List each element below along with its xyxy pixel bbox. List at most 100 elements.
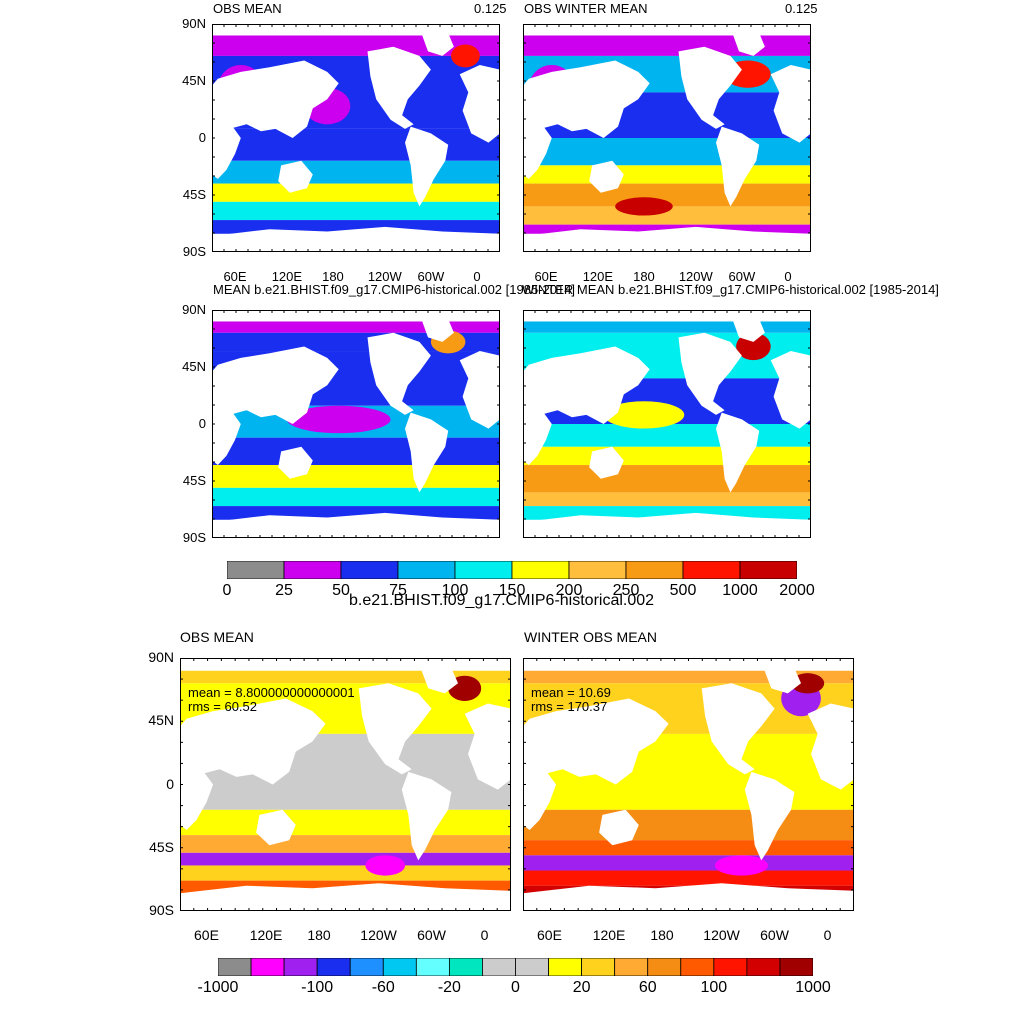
y-tick-label: 45S <box>182 187 206 202</box>
land-africa <box>523 759 557 830</box>
colorbar-label: 60 <box>638 979 657 996</box>
land-asia <box>212 60 339 138</box>
field-feature <box>615 197 673 216</box>
land-greenland <box>733 319 765 342</box>
y-tick-label: 90S <box>182 244 206 259</box>
colorbar-swatch <box>218 958 252 976</box>
land-asia <box>180 698 326 785</box>
land-europe <box>459 65 500 143</box>
y-tick-label: 90N <box>182 302 206 317</box>
colorbar-label: 100 <box>700 979 728 996</box>
land-namerica <box>678 332 742 415</box>
field-band <box>523 855 854 871</box>
land-australia <box>278 160 313 193</box>
colorbar-label: 0 <box>222 582 232 599</box>
land-arctic <box>523 658 854 671</box>
land-greenland <box>422 33 454 56</box>
x-tick-label: 120E <box>249 927 283 943</box>
panel-5-title: OBS MEAN <box>180 629 254 645</box>
x-tick-label: 60W <box>417 269 445 284</box>
land-asia <box>523 698 669 785</box>
x-tick-label: 60E <box>534 269 558 284</box>
field-feature <box>714 855 768 876</box>
bottom-colorbar-swatches <box>218 958 813 976</box>
x-tick-label: 180 <box>307 927 331 943</box>
x-tick-label: 60W <box>728 269 756 284</box>
field-band <box>212 487 500 507</box>
colorbar-swatch <box>682 561 741 579</box>
field-band <box>523 206 811 225</box>
x-tick-label: 180 <box>322 269 344 284</box>
field-band <box>523 840 854 856</box>
panel-5-mean: mean = 8.800000000000001 <box>188 685 355 700</box>
x-tick-label: 120E <box>592 927 626 943</box>
colorbar-swatch <box>625 561 684 579</box>
colorbar-swatch <box>511 561 570 579</box>
map-panel-1 <box>212 24 500 252</box>
land-namerica <box>678 46 742 129</box>
x-tick-label: 60W <box>417 927 446 943</box>
land-africa <box>180 759 214 830</box>
land-namerica <box>358 683 432 775</box>
panel-2-field <box>523 24 811 252</box>
panel-3-field <box>212 310 500 538</box>
colorbar-label: 20 <box>572 979 591 996</box>
field-band <box>180 809 511 836</box>
field-band <box>523 446 811 466</box>
field-feature <box>791 673 825 694</box>
x-tick-label: 120E <box>582 269 614 284</box>
land-samerica <box>405 412 449 493</box>
x-tick-label: 180 <box>650 927 674 943</box>
land-australia <box>589 160 624 193</box>
y-tick-label: 45S <box>149 838 174 855</box>
land-greenland <box>422 319 454 342</box>
x-tick-label: 120W <box>703 927 740 943</box>
land-australia <box>278 446 313 479</box>
land-antarctica <box>523 512 811 538</box>
land-africa <box>523 115 552 179</box>
field-band <box>523 809 854 841</box>
field-band <box>523 138 811 166</box>
field-feature <box>451 44 480 68</box>
y-tick-label: 90N <box>148 649 174 665</box>
field-feature <box>736 332 771 361</box>
field-band <box>523 465 811 493</box>
map-panel-4 <box>523 310 811 538</box>
colorbar-swatch <box>647 958 682 976</box>
field-feature <box>603 401 685 429</box>
field-band <box>523 424 811 447</box>
colorbar-swatch <box>779 958 813 976</box>
colorbar-swatch <box>415 958 450 976</box>
field-band <box>212 183 500 202</box>
colorbar-swatch <box>515 958 549 976</box>
land-europe <box>770 351 811 429</box>
land-samerica <box>716 126 760 207</box>
land-europe <box>459 351 500 429</box>
land-greenland <box>733 33 765 56</box>
y-tick-label: 0 <box>198 130 206 145</box>
colorbar-swatch <box>548 958 583 976</box>
y-tick-label: 0 <box>166 775 174 792</box>
land-africa <box>212 115 241 179</box>
x-tick-label: 0 <box>480 927 489 943</box>
field-band <box>180 835 511 853</box>
field-feature <box>286 405 391 434</box>
panel-6-mean: mean = 10.69 <box>531 685 611 700</box>
colorbar-swatch <box>581 958 616 976</box>
land-antarctica <box>212 512 500 538</box>
x-tick-label: 0 <box>473 269 481 284</box>
top-colorbar-swatches <box>227 561 797 579</box>
colorbar-swatch <box>340 561 399 579</box>
colorbar-swatch <box>250 958 285 976</box>
land-antarctica <box>523 883 854 911</box>
colorbar-swatch <box>680 958 715 976</box>
colorbar-swatch <box>454 561 513 579</box>
land-namerica <box>367 46 431 129</box>
field-band <box>212 160 500 184</box>
colorbar-label: -1000 <box>197 979 239 996</box>
panel-1-field <box>212 24 500 252</box>
colorbar-label: 1000 <box>795 979 831 996</box>
colorbar-label: 150 <box>498 582 526 599</box>
land-europe <box>770 65 811 143</box>
map-panel-2-plot <box>523 24 811 252</box>
